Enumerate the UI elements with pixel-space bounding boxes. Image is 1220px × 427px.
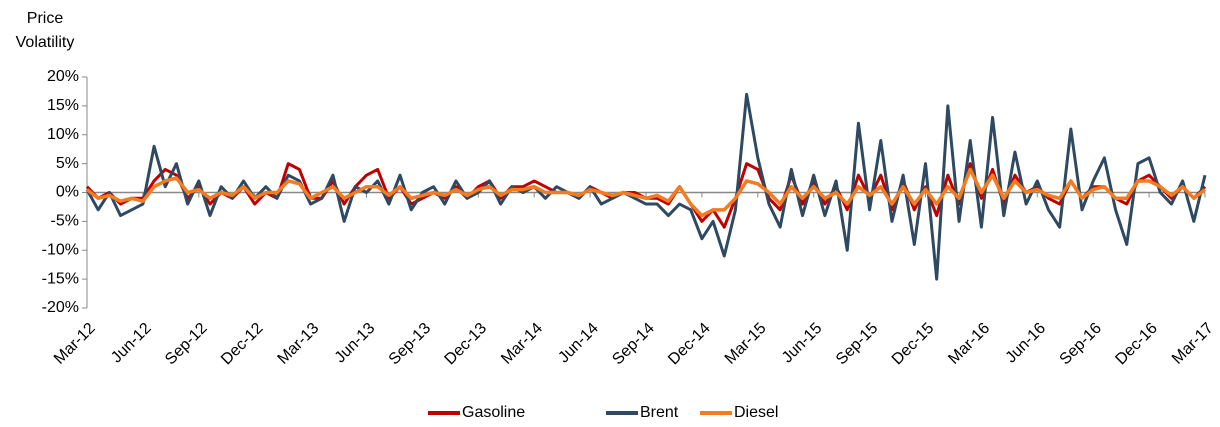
y-axis-title: Volatility — [16, 34, 75, 51]
y-tick-label: -15% — [42, 270, 79, 287]
x-tick-label: Mar-13 — [275, 320, 323, 368]
y-tick-label: -5% — [51, 213, 79, 230]
series-line — [85, 167, 1207, 218]
x-tick-label: Dec-16 — [1112, 320, 1161, 369]
x-tick-label: Mar-17 — [1169, 320, 1217, 368]
x-tick-label: Jun-13 — [332, 320, 379, 367]
x-tick-label: Mar-14 — [498, 320, 546, 368]
y-axis-title: Price — [27, 10, 64, 27]
x-tick-label: Jun-16 — [1002, 320, 1049, 367]
x-tick-label: Sep-14 — [609, 320, 658, 369]
x-tick-label: Dec-13 — [442, 320, 491, 369]
y-tick-label: -20% — [42, 299, 79, 316]
x-tick-label: Jun-14 — [555, 320, 602, 367]
x-tick-label: Dec-15 — [889, 320, 938, 369]
x-tick-label: Dec-14 — [665, 320, 714, 369]
x-tick-label: Sep-16 — [1057, 320, 1106, 369]
legend-label: Brent — [640, 404, 679, 421]
x-tick-label: Sep-13 — [386, 320, 435, 369]
y-tick-label: 15% — [47, 97, 79, 114]
y-tick-label: 20% — [47, 68, 79, 85]
x-tick-label: Jun-15 — [779, 320, 826, 367]
x-tick-label: Sep-15 — [833, 320, 882, 369]
x-tick-label: Mar-16 — [945, 320, 993, 368]
series-line — [85, 92, 1207, 281]
y-tick-label: 5% — [56, 155, 79, 172]
y-tick-label: 0% — [56, 184, 79, 201]
x-tick-label: Sep-12 — [162, 320, 211, 369]
x-tick-label: Jun-12 — [108, 320, 155, 367]
legend-label: Diesel — [734, 404, 778, 421]
legend-label: Gasoline — [462, 404, 525, 421]
x-tick-label: Dec-12 — [218, 320, 267, 369]
y-tick-label: 10% — [47, 126, 79, 143]
y-tick-label: -10% — [42, 241, 79, 258]
x-tick-label: Mar-15 — [722, 320, 770, 368]
x-tick-label: Mar-12 — [51, 320, 99, 368]
